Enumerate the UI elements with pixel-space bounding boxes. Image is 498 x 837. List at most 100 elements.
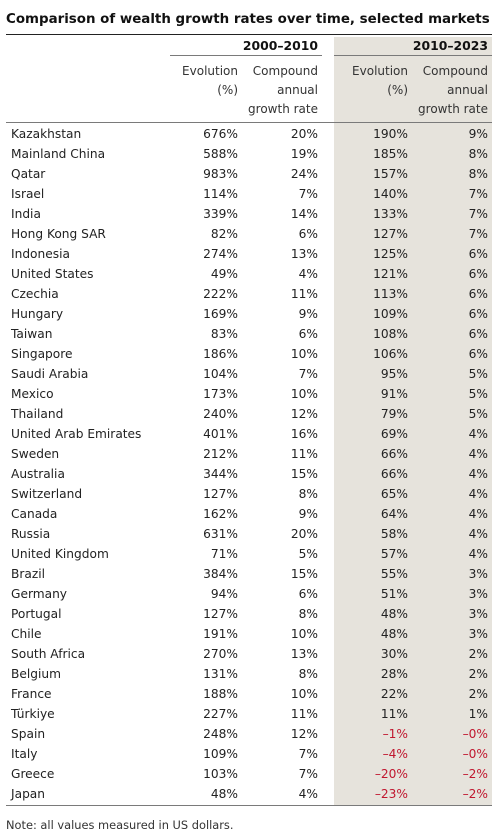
cagr-2000-2010-cell: 20% [290,127,318,141]
country-cell: Singapore [11,347,73,361]
evolution-2010-2023-cell: 79% [380,407,408,421]
evolution-2000-2010-cell: 162% [203,507,238,521]
evolution-2010-2023-cell: 48% [380,607,408,621]
table-row: Greece 103% 7% –20% –2% [0,764,498,784]
cagr-2000-2010-cell: 4% [298,267,318,281]
country-cell: United States [11,267,94,281]
cagr-2010-2023-cell: 5% [468,387,488,401]
cagr-2000-2010-cell: 11% [290,447,318,461]
cagr-2000-2010-cell: 11% [290,707,318,721]
evolution-2010-2023-cell: 109% [373,307,408,321]
table-row: Thailand 240% 12% 79% 5% [0,404,498,424]
table-row: Qatar 983% 24% 157% 8% [0,164,498,184]
cagr-2010-2023-cell: 6% [468,327,488,341]
table-row: South Africa 270% 13% 30% 2% [0,644,498,664]
evolution-2010-2023-cell: 66% [380,447,408,461]
table-row: Hungary 169% 9% 109% 6% [0,304,498,324]
period-header-2010-2023: 2010–2023 [412,38,488,53]
cagr-2000-2010-cell: 14% [290,207,318,221]
evolution-2010-2023-cell: 133% [373,207,408,221]
cagr-2010-2023-cell: 3% [468,627,488,641]
evolution-2000-2010-cell: 188% [203,687,238,701]
country-cell: Türkiye [11,707,55,721]
cagr-2000-2010-cell: 8% [298,487,318,501]
evolution-2000-2010-cell: 227% [203,707,238,721]
evolution-2010-2023-cell: 30% [380,647,408,661]
evolution-2010-2023-cell: –1% [382,727,408,741]
table-row: Sweden 212% 11% 66% 4% [0,444,498,464]
evolution-2010-2023-cell: 22% [380,687,408,701]
table-row: Switzerland 127% 8% 65% 4% [0,484,498,504]
evolution-2000-2010-cell: 344% [203,467,238,481]
cagr-2010-2023-cell: 2% [468,647,488,661]
evolution-2010-2023-cell: 65% [380,487,408,501]
table-row: Canada 162% 9% 64% 4% [0,504,498,524]
cagr-2000-2010-cell: 11% [290,287,318,301]
evolution-2000-2010-cell: 983% [203,167,238,181]
evolution-2010-2023-cell: 95% [380,367,408,381]
evolution-2010-2023-cell: –23% [374,787,408,801]
column-header-evolution-2000-2010: Evolution (%) [182,64,238,97]
country-cell: Germany [11,587,68,601]
table-row: France 188% 10% 22% 2% [0,684,498,704]
evolution-2000-2010-cell: 103% [203,767,238,781]
cagr-2000-2010-cell: 7% [298,747,318,761]
evolution-2000-2010-cell: 401% [203,427,238,441]
evolution-2010-2023-cell: 108% [373,327,408,341]
cagr-2010-2023-cell: 4% [468,547,488,561]
evolution-2000-2010-cell: 114% [203,187,238,201]
country-cell: United Kingdom [11,547,109,561]
country-cell: France [11,687,52,701]
country-cell: Chile [11,627,42,641]
country-cell: Switzerland [11,487,83,501]
evolution-2010-2023-cell: 51% [380,587,408,601]
country-cell: Spain [11,727,46,741]
table-row: Singapore 186% 10% 106% 6% [0,344,498,364]
cagr-2010-2023-cell: 4% [468,507,488,521]
cagr-2010-2023-cell: 8% [468,147,488,161]
table-row: India 339% 14% 133% 7% [0,204,498,224]
table-row: Australia 344% 15% 66% 4% [0,464,498,484]
cagr-2000-2010-cell: 20% [290,527,318,541]
country-cell: Canada [11,507,58,521]
evolution-2000-2010-cell: 94% [210,587,238,601]
cagr-2010-2023-cell: 1% [468,707,488,721]
table-row: Chile 191% 10% 48% 3% [0,624,498,644]
evolution-2000-2010-cell: 48% [210,787,238,801]
cagr-2010-2023-cell: 6% [468,267,488,281]
cagr-2000-2010-cell: 7% [298,767,318,781]
evolution-2000-2010-cell: 131% [203,667,238,681]
evolution-2000-2010-cell: 49% [210,267,238,281]
table-row: Japan 48% 4% –23% –2% [0,784,498,804]
cagr-2010-2023-cell: –2% [462,767,488,781]
evolution-2010-2023-cell: 69% [380,427,408,441]
cagr-2000-2010-cell: 15% [290,467,318,481]
country-cell: India [11,207,41,221]
country-cell: Mainland China [11,147,106,161]
table-row: Portugal 127% 8% 48% 3% [0,604,498,624]
evolution-2010-2023-cell: 127% [373,227,408,241]
table-row: Hong Kong SAR 82% 6% 127% 7% [0,224,498,244]
cagr-2000-2010-cell: 10% [290,387,318,401]
cagr-2000-2010-cell: 12% [290,727,318,741]
cagr-2010-2023-cell: 3% [468,567,488,581]
table-row: United States 49% 4% 121% 6% [0,264,498,284]
cagr-2010-2023-cell: 2% [468,687,488,701]
table-row: Saudi Arabia 104% 7% 95% 5% [0,364,498,384]
country-cell: Saudi Arabia [11,367,89,381]
country-cell: Portugal [11,607,62,621]
table-row: Belgium 131% 8% 28% 2% [0,664,498,684]
country-cell: Thailand [11,407,64,421]
evolution-2010-2023-cell: 125% [373,247,408,261]
country-cell: Italy [11,747,38,761]
table-row: Germany 94% 6% 51% 3% [0,584,498,604]
header-rule [6,122,492,123]
country-cell: Indonesia [11,247,70,261]
country-cell: South Africa [11,647,86,661]
evolution-2000-2010-cell: 274% [203,247,238,261]
cagr-2010-2023-cell: 4% [468,447,488,461]
evolution-2000-2010-cell: 71% [210,547,238,561]
cagr-2010-2023-cell: 4% [468,527,488,541]
cagr-2000-2010-cell: 9% [298,307,318,321]
country-cell: Israel [11,187,45,201]
